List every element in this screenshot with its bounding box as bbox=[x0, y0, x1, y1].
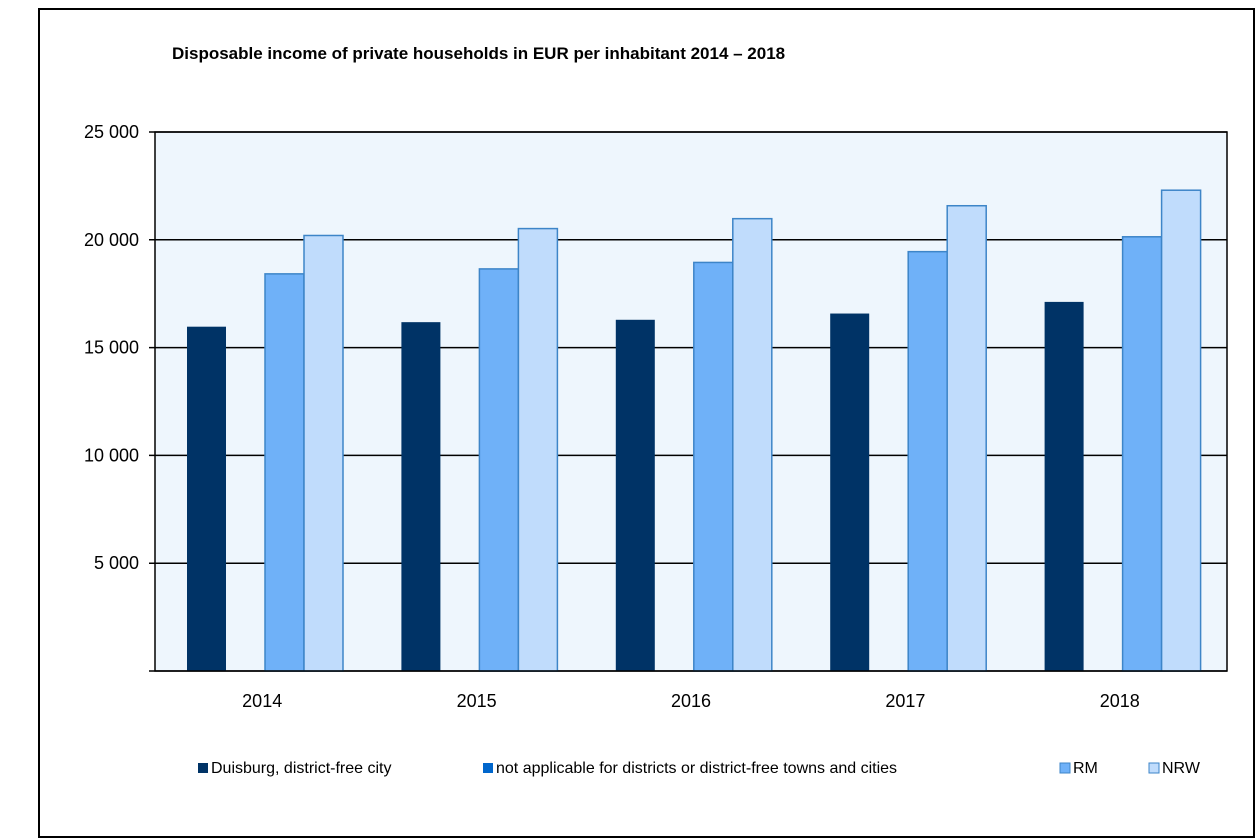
bar bbox=[401, 322, 441, 671]
plot-border bbox=[154, 131, 1228, 672]
y-tick-label: 10 000 bbox=[84, 445, 139, 465]
bar bbox=[693, 261, 734, 672]
legend-swatch bbox=[1059, 762, 1071, 774]
legend-label: Duisburg, district-free city bbox=[211, 760, 392, 777]
x-tick-label: 2017 bbox=[885, 691, 925, 711]
y-tick-label: 15 000 bbox=[84, 338, 139, 358]
bar bbox=[187, 326, 226, 671]
bar bbox=[478, 268, 520, 672]
chart-title: Disposable income of private households … bbox=[172, 44, 786, 63]
bar bbox=[732, 217, 773, 672]
bar bbox=[946, 204, 987, 672]
y-tick-label: 25 000 bbox=[84, 122, 139, 142]
y-tick-label: 20 000 bbox=[84, 230, 139, 250]
bar bbox=[1160, 189, 1202, 672]
legend-label: not applicable for districts or district… bbox=[496, 760, 897, 777]
bar bbox=[264, 273, 305, 672]
legend-label: RM bbox=[1073, 760, 1098, 777]
legend-swatch bbox=[483, 763, 493, 773]
legend-swatch bbox=[198, 763, 208, 773]
legend-swatch bbox=[1148, 762, 1160, 774]
bar bbox=[517, 227, 559, 672]
y-tick-label: 5 000 bbox=[94, 553, 139, 573]
bar bbox=[1121, 236, 1163, 672]
x-tick-label: 2015 bbox=[457, 691, 497, 711]
bar bbox=[907, 250, 948, 672]
bar bbox=[615, 319, 655, 671]
x-tick-label: 2016 bbox=[671, 691, 711, 711]
x-tick-label: 2014 bbox=[242, 691, 282, 711]
legend-label: NRW bbox=[1162, 760, 1201, 777]
bar-chart: 5 000 10 000 15 000 20 000 25 000 2014 2015 20… bbox=[84, 122, 1228, 777]
bar bbox=[303, 234, 344, 672]
bar bbox=[830, 313, 870, 671]
bar bbox=[1044, 301, 1084, 671]
x-tick-label: 2018 bbox=[1100, 691, 1140, 711]
